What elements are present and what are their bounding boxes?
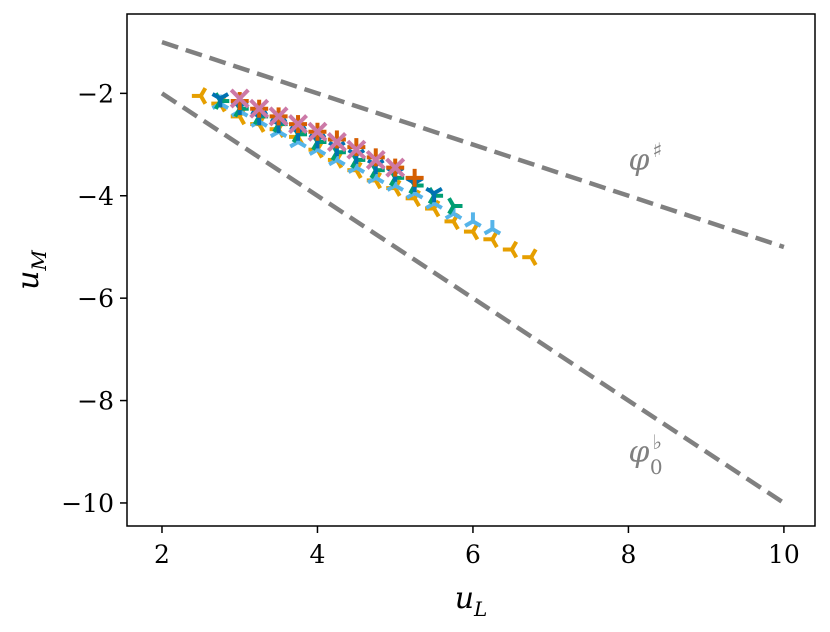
data-point	[268, 106, 289, 127]
x-axis-label-sub: L	[473, 597, 487, 621]
y-axis-ticks: −2 −4 −6 −8 −10	[61, 79, 127, 518]
plot-frame	[126, 13, 816, 527]
x-axis-ticks: 2 4 6 8 10	[154, 526, 800, 569]
x-tick-label: 6	[465, 540, 481, 569]
reference-line-label-2: φ ♭ 0	[628, 430, 662, 479]
y-axis-label-sub: M	[27, 250, 51, 272]
data-point	[447, 197, 463, 215]
x-axis-label-main: u	[455, 581, 474, 616]
data-point	[405, 168, 424, 187]
label-main: φ	[628, 435, 649, 470]
data-point	[483, 220, 502, 236]
data-point	[464, 212, 482, 228]
series-6-x	[229, 88, 406, 178]
y-axis-label: uM	[11, 250, 51, 290]
data-point	[502, 240, 519, 259]
y-tick-label: −4	[77, 182, 114, 211]
reference-line-1	[161, 40, 785, 250]
data-point	[365, 149, 386, 170]
x-axis-label: uL	[455, 581, 488, 621]
data-point	[229, 88, 250, 109]
data-point	[249, 98, 270, 119]
label-main: φ	[628, 143, 649, 178]
reference-line-labels: φ ♯φ ♭ 0	[628, 138, 662, 479]
x-tick-label: 4	[310, 540, 326, 569]
label-sup: ♭	[652, 430, 661, 454]
reference-line-label-1: φ ♯	[628, 138, 662, 178]
data-point	[211, 92, 230, 108]
y-axis-label-main: u	[11, 271, 46, 290]
data-point	[522, 248, 538, 266]
y-tick-label: −6	[77, 284, 114, 313]
x-tick-label: 8	[620, 540, 636, 569]
y-tick-label: −8	[77, 387, 114, 416]
y-tick-label: −2	[77, 79, 114, 108]
label-sup: ♯	[652, 138, 662, 162]
x-tick-label: 2	[154, 540, 170, 569]
data-point	[191, 87, 208, 105]
data-point	[346, 139, 367, 160]
reference-lines	[160, 40, 786, 505]
reference-line-2	[160, 91, 786, 505]
data-point	[425, 186, 443, 203]
x-tick-label: 10	[768, 540, 800, 569]
data-point	[307, 121, 328, 142]
y-tick-label: −10	[61, 489, 114, 518]
data-markers	[191, 87, 538, 266]
data-point	[326, 132, 347, 152]
data-point	[288, 114, 308, 135]
label-sub: 0	[650, 455, 663, 479]
data-point	[385, 157, 406, 178]
